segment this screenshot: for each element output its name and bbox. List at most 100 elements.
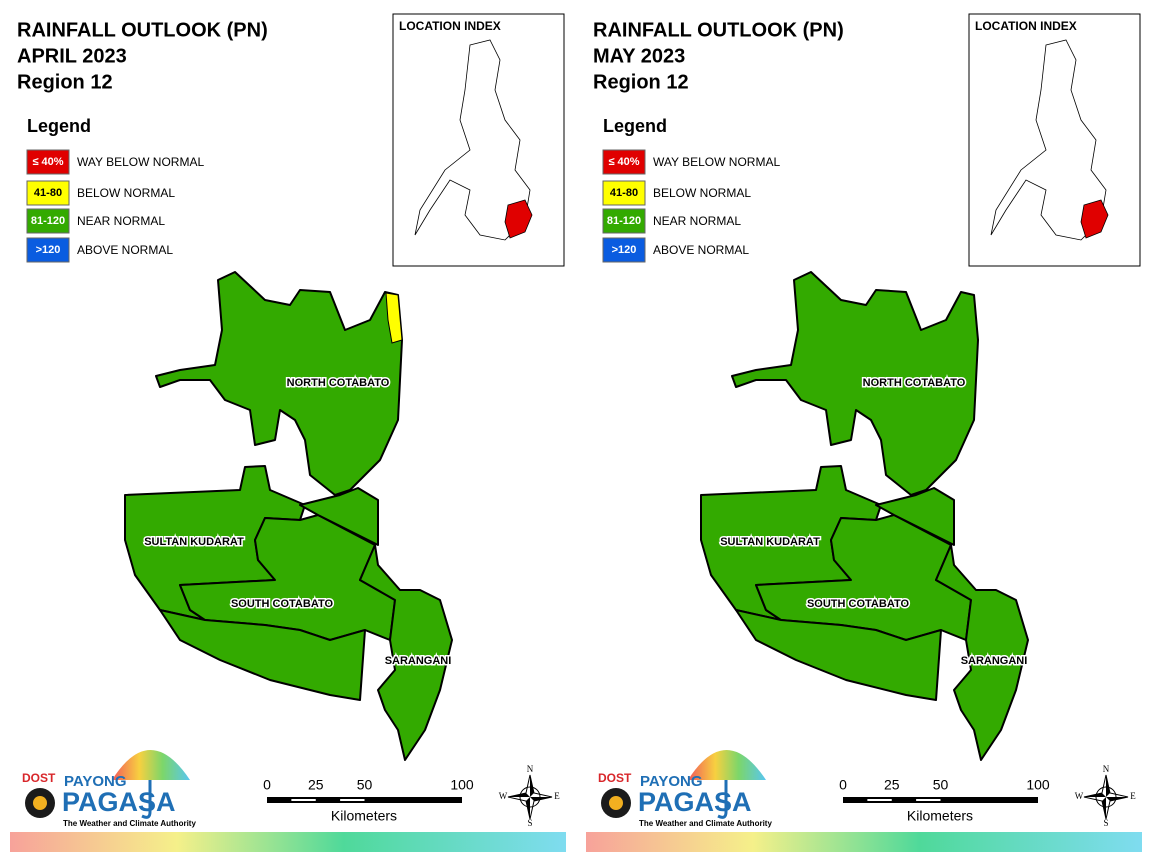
legend-swatch (602, 208, 646, 234)
compass-letter: N (527, 764, 534, 774)
logo-brand: PAYONG (64, 773, 127, 790)
logo-name: PAGASA (62, 787, 176, 817)
title-line: Region 12 (17, 71, 113, 93)
legend-swatch (26, 149, 70, 175)
legend-label: NEAR NORMAL (653, 214, 741, 228)
legend-range: 81-120 (607, 215, 641, 227)
logo-umbrella (112, 750, 190, 780)
logo-handle (717, 780, 728, 819)
province-label: SARANGANI (961, 655, 1028, 667)
inset-country (990, 39, 1107, 241)
legend-range: ≤ 40% (608, 156, 639, 168)
color-band (10, 832, 566, 852)
logo-handle (141, 780, 152, 819)
legend-swatch (26, 237, 70, 263)
map-panel: RAINFALL OUTLOOK (PN) MAY 2023 Region 12 Le… (586, 13, 1142, 852)
inset-region (1080, 199, 1109, 239)
scale-tick-label: 0 (839, 777, 847, 793)
compass-letter: N (1103, 764, 1110, 774)
inset-title: LOCATION INDEX (975, 19, 1077, 33)
legend-label: NEAR NORMAL (77, 214, 165, 228)
compass-letter: S (1103, 818, 1108, 828)
scale-segment (867, 799, 892, 801)
legend-label: WAY BELOW NORMAL (77, 155, 204, 169)
inset-region (504, 199, 533, 239)
legend-label: WAY BELOW NORMAL (653, 155, 780, 169)
scale-tick-label: 50 (933, 777, 949, 793)
compass-ring (1095, 786, 1117, 808)
logo-name: PAGASA (638, 787, 752, 817)
scale-segment (291, 799, 316, 801)
title-line: Region 12 (593, 71, 689, 93)
legend-swatch (26, 208, 70, 234)
legend-range: 81-120 (31, 215, 65, 227)
legend-label: BELOW NORMAL (77, 186, 175, 200)
legend-swatch (602, 180, 646, 206)
scale-tick-label: 100 (450, 777, 474, 793)
inset-title: LOCATION INDEX (399, 19, 501, 33)
map-panel: RAINFALL OUTLOOK (PN) APRIL 2023 Region 12… (10, 13, 566, 852)
scale-unit: Kilometers (907, 808, 973, 824)
legend-title: Legend (603, 116, 667, 136)
province-label: SULTAN KUDARAT (720, 536, 820, 548)
title-line: RAINFALL OUTLOOK (PN) (17, 19, 268, 41)
below-normal-area (385, 292, 403, 344)
logo-agency: DOST (598, 771, 632, 785)
title-line: APRIL 2023 (17, 45, 127, 67)
province-shape (735, 609, 942, 701)
province-shape (159, 609, 366, 701)
province-shape (299, 487, 379, 546)
legend-title: Legend (27, 116, 91, 136)
compass-letter: W (1075, 791, 1084, 801)
scale-tick-label: 25 (884, 777, 900, 793)
compass-letter: E (1130, 791, 1136, 801)
compass-letter: E (554, 791, 560, 801)
compass-letter: W (499, 791, 508, 801)
province-shape (875, 487, 955, 546)
province-shape (935, 544, 1029, 761)
legend-label: BELOW NORMAL (653, 186, 751, 200)
legend-range: 41-80 (34, 187, 62, 199)
scale-tick-label: 50 (357, 777, 373, 793)
legend-swatch (602, 149, 646, 175)
color-band (586, 832, 1142, 852)
province-label: SOUTH COTABATO (807, 598, 909, 610)
legend-range: >120 (612, 244, 637, 256)
title-line: RAINFALL OUTLOOK (PN) (593, 19, 844, 41)
legend-swatch (602, 237, 646, 263)
province-shape (359, 544, 453, 761)
legend-swatch (26, 180, 70, 206)
scale-segment (916, 799, 941, 801)
scale-tick-label: 25 (308, 777, 324, 793)
scale-tick-label: 0 (263, 777, 271, 793)
compass-letter: S (527, 818, 532, 828)
legend-label: ABOVE NORMAL (653, 243, 749, 257)
scale-segment (340, 799, 365, 801)
scale-unit: Kilometers (331, 808, 397, 824)
compass-rose-dark (1084, 775, 1128, 819)
province-label: SARANGANI (385, 655, 452, 667)
inset-country (414, 39, 531, 241)
legend-range: >120 (36, 244, 61, 256)
province-label: SOUTH COTABATO (231, 598, 333, 610)
logo-brand: PAYONG (640, 773, 703, 790)
province-shape (731, 271, 979, 496)
legend-range: 41-80 (610, 187, 638, 199)
province-label: NORTH COTABATO (287, 377, 390, 389)
scale-tick-label: 100 (1026, 777, 1050, 793)
compass-ring (519, 786, 541, 808)
logo-tagline: The Weather and Climate Authority (63, 819, 196, 828)
logo-tagline: The Weather and Climate Authority (639, 819, 772, 828)
legend-range: ≤ 40% (32, 156, 63, 168)
logo-seal-inner (609, 796, 623, 810)
province-label: NORTH COTABATO (863, 377, 966, 389)
logo-agency: DOST (22, 771, 56, 785)
logo-umbrella (688, 750, 766, 780)
legend-label: ABOVE NORMAL (77, 243, 173, 257)
compass-rose-dark (508, 775, 552, 819)
logo-seal-inner (33, 796, 47, 810)
province-label: SULTAN KUDARAT (144, 536, 244, 548)
province-shape (155, 271, 403, 496)
title-line: MAY 2023 (593, 45, 685, 67)
